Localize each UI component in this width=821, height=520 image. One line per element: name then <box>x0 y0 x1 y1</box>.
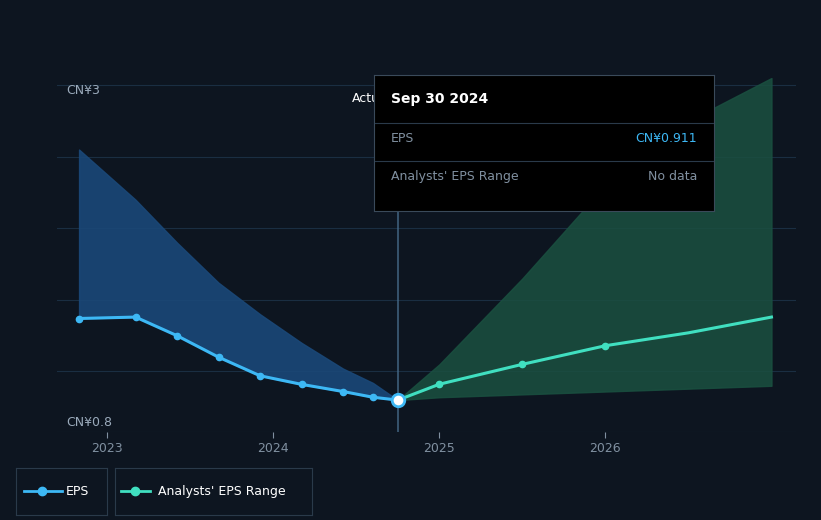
Text: Analysts Forecasts: Analysts Forecasts <box>411 93 528 106</box>
Text: Sep 30 2024: Sep 30 2024 <box>391 92 488 106</box>
Text: CN¥0.8: CN¥0.8 <box>66 415 112 428</box>
Text: No data: No data <box>648 170 697 183</box>
Text: CN¥0.911: CN¥0.911 <box>635 132 697 145</box>
Text: EPS: EPS <box>391 132 414 145</box>
Text: Analysts' EPS Range: Analysts' EPS Range <box>158 485 286 498</box>
Text: CN¥3: CN¥3 <box>66 84 99 97</box>
Text: Analysts' EPS Range: Analysts' EPS Range <box>391 170 518 183</box>
Text: Actual: Actual <box>352 93 392 106</box>
Text: EPS: EPS <box>67 485 89 498</box>
